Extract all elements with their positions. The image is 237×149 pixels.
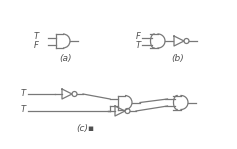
Text: (a): (a) — [60, 55, 72, 63]
Text: T: T — [135, 41, 141, 50]
Text: T: T — [34, 32, 39, 41]
Text: T: T — [21, 89, 26, 97]
Text: (b): (b) — [172, 55, 184, 63]
Text: (c)▪: (c)▪ — [76, 125, 94, 134]
Text: F: F — [136, 32, 141, 41]
Text: F: F — [34, 41, 39, 50]
Text: T: T — [21, 105, 26, 114]
